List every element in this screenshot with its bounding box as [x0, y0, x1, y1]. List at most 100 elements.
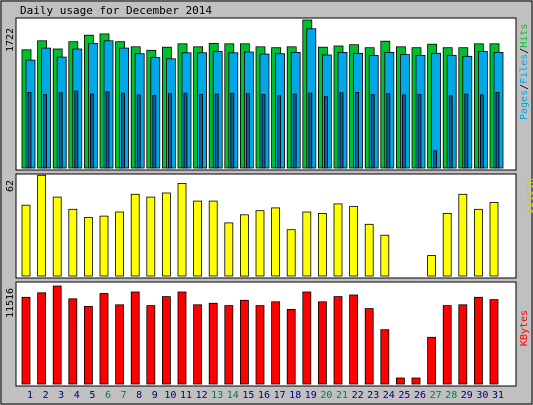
chart-title: Daily usage for December 2014	[20, 4, 212, 17]
x-tick-label-day-30: 30	[476, 390, 488, 401]
bar-kbytes-day-8	[130, 291, 140, 385]
bar-visits-day-10	[161, 192, 171, 277]
bar-pages-day-3	[58, 92, 63, 169]
x-tick-label-day-17: 17	[274, 390, 286, 401]
bar-pages-day-15	[245, 93, 250, 169]
y-max-label-kbytes: 11516	[5, 288, 16, 318]
x-tick-label-day-14: 14	[227, 390, 239, 401]
bar-kbytes-day-24	[380, 329, 390, 385]
bar-kbytes-day-27	[427, 336, 437, 385]
bar-visits-day-6	[99, 215, 109, 277]
bar-visits-day-15	[239, 214, 249, 277]
bar-kbytes-day-7	[115, 304, 124, 385]
bar-visits-day-23	[364, 223, 374, 277]
bar-pages-day-10	[167, 93, 172, 169]
bar-pages-day-24	[386, 93, 391, 169]
bar-visits-day-31	[489, 202, 499, 277]
bar-kbytes-day-21	[333, 296, 343, 385]
bar-pages-day-31	[495, 92, 500, 169]
x-tick-label-day-18: 18	[289, 390, 301, 401]
x-tick-label-day-23: 23	[367, 390, 379, 401]
x-tick-label-day-24: 24	[383, 390, 395, 401]
bar-visits-day-11	[177, 182, 187, 277]
bar-kbytes-day-25	[395, 377, 405, 385]
bar-kbytes-day-3	[52, 285, 62, 385]
bar-kbytes-day-12	[193, 304, 203, 385]
legend-visits: Visits	[524, 178, 533, 214]
legend-kbytes: KBytes	[519, 310, 530, 346]
bar-visits-day-28	[442, 212, 452, 277]
bar-kbytes-day-17	[271, 301, 281, 385]
bar-pages-day-9	[152, 95, 157, 169]
bar-kbytes-day-30	[473, 296, 483, 385]
x-tick-label-day-27: 27	[430, 390, 442, 401]
bar-visits-day-9	[146, 196, 156, 277]
bar-pages-day-7	[121, 92, 125, 169]
bar-pages-day-1	[27, 92, 32, 169]
bar-visits-day-29	[458, 193, 468, 277]
bar-pages-day-29	[464, 93, 469, 169]
bar-pages-day-8	[136, 94, 141, 169]
x-tick-label-day-16: 16	[258, 390, 270, 401]
x-tick-label-day-21: 21	[336, 390, 348, 401]
bar-visits-day-3	[52, 196, 62, 277]
legend-sep-1: /	[519, 84, 530, 90]
bar-kbytes-day-18	[286, 308, 296, 385]
bar-pages-day-5	[90, 93, 94, 169]
bar-pages-day-25	[401, 94, 406, 169]
bar-pages-day-30	[479, 94, 484, 169]
x-tick-label-day-29: 29	[461, 390, 473, 401]
bar-visits-day-7	[115, 211, 124, 277]
bar-visits-day-16	[255, 210, 265, 277]
legend-sep-2: /	[519, 48, 530, 54]
bar-kbytes-day-20	[317, 301, 327, 385]
x-tick-label-day-6: 6	[105, 390, 111, 401]
x-tick-label-day-9: 9	[152, 390, 158, 401]
x-tick-label-day-15: 15	[242, 390, 254, 401]
legend-files: Files	[519, 54, 530, 84]
bar-visits-day-1	[21, 204, 31, 277]
bar-kbytes-day-1	[21, 296, 31, 385]
bar-kbytes-day-15	[239, 299, 249, 385]
y-max-label-visits: 62	[5, 180, 16, 192]
bar-pages-day-22	[355, 92, 360, 169]
x-tick-label-day-11: 11	[180, 390, 192, 401]
x-tick-label-day-8: 8	[136, 390, 142, 401]
bar-kbytes-day-16	[255, 305, 265, 385]
x-tick-label-day-13: 13	[211, 390, 223, 401]
bar-pages-day-12	[199, 94, 204, 169]
bar-kbytes-day-22	[349, 294, 359, 385]
x-tick-label-day-25: 25	[398, 390, 410, 401]
bar-visits-day-22	[349, 206, 359, 277]
x-tick-label-day-20: 20	[320, 390, 332, 401]
bar-kbytes-day-5	[84, 305, 93, 385]
bar-visits-day-8	[130, 193, 140, 277]
bar-visits-day-19	[302, 211, 312, 277]
bar-pages-day-14	[230, 92, 235, 169]
bar-visits-day-13	[208, 200, 218, 277]
y-max-label-hits: 1722	[5, 28, 16, 52]
bar-pages-day-6	[105, 91, 110, 169]
bar-pages-day-20	[323, 96, 328, 169]
x-tick-label-day-1: 1	[27, 390, 33, 401]
bar-kbytes-day-2	[37, 292, 46, 385]
bar-kbytes-day-9	[146, 305, 156, 385]
bar-visits-day-17	[271, 207, 281, 277]
bar-pages-day-26	[417, 94, 422, 169]
x-tick-label-day-4: 4	[74, 390, 80, 401]
bar-kbytes-day-14	[224, 305, 234, 385]
bar-pages-day-16	[261, 94, 266, 169]
bar-visits-day-30	[473, 208, 483, 277]
legend-hits: Hits	[519, 24, 530, 48]
bar-kbytes-day-29	[458, 304, 468, 385]
bar-kbytes-day-4	[68, 298, 78, 385]
bar-pages-day-17	[277, 95, 282, 169]
x-tick-label-day-3: 3	[58, 390, 64, 401]
bar-kbytes-day-28	[442, 305, 452, 385]
bar-pages-day-4	[74, 90, 79, 169]
x-tick-label-day-26: 26	[414, 390, 426, 401]
bar-visits-day-12	[193, 200, 203, 277]
bar-kbytes-day-19	[302, 291, 312, 385]
